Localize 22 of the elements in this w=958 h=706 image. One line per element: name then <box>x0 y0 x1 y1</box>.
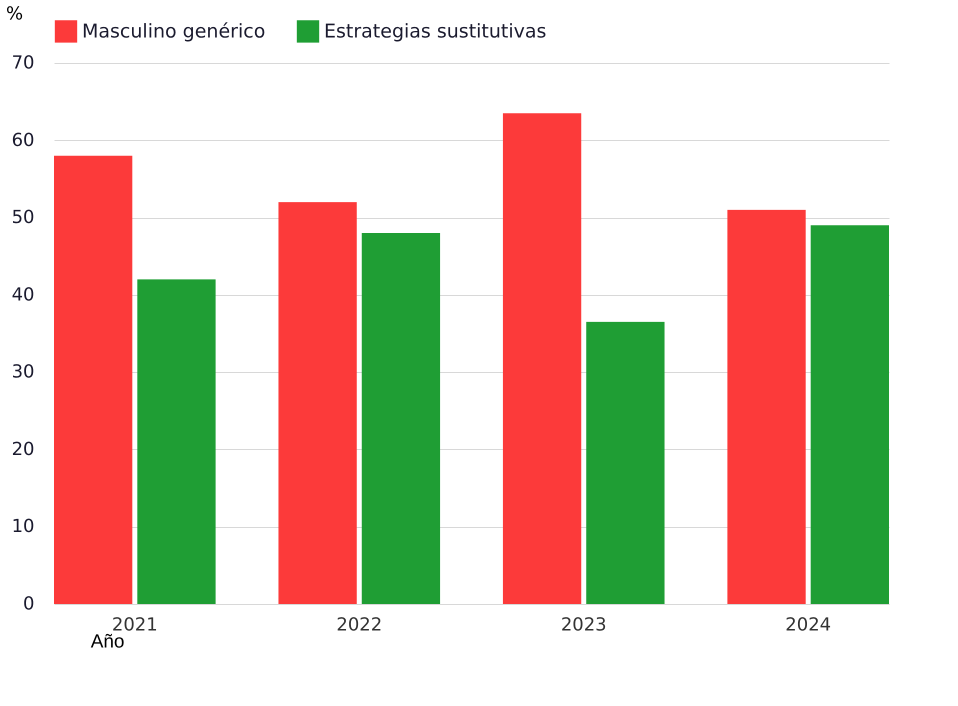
y-tick-label: 10 <box>12 516 34 538</box>
y-tick-label: 70 <box>12 52 34 74</box>
y-axis-title: % <box>6 4 24 24</box>
y-tick-label: 30 <box>12 362 34 383</box>
y-tick-label: 0 <box>23 594 34 614</box>
bar <box>362 233 440 604</box>
x-tick-label: 2022 <box>336 614 382 636</box>
y-tick-label: 50 <box>12 207 34 228</box>
legend-label: Estrategias sustitutivas <box>324 20 546 42</box>
y-tick-label: 60 <box>12 130 34 151</box>
bar <box>727 210 806 604</box>
bar <box>586 322 665 604</box>
bar <box>502 113 582 604</box>
y-tick-label: 40 <box>12 284 34 306</box>
x-tick-label: 2023 <box>560 614 607 636</box>
legend-label: Masculino genérico <box>82 20 266 42</box>
bar <box>54 156 132 604</box>
x-tick-label: 2024 <box>785 614 832 636</box>
bar <box>137 279 216 604</box>
bar <box>278 202 357 604</box>
bar <box>810 225 889 604</box>
y-tick-label: 20 <box>12 438 34 460</box>
